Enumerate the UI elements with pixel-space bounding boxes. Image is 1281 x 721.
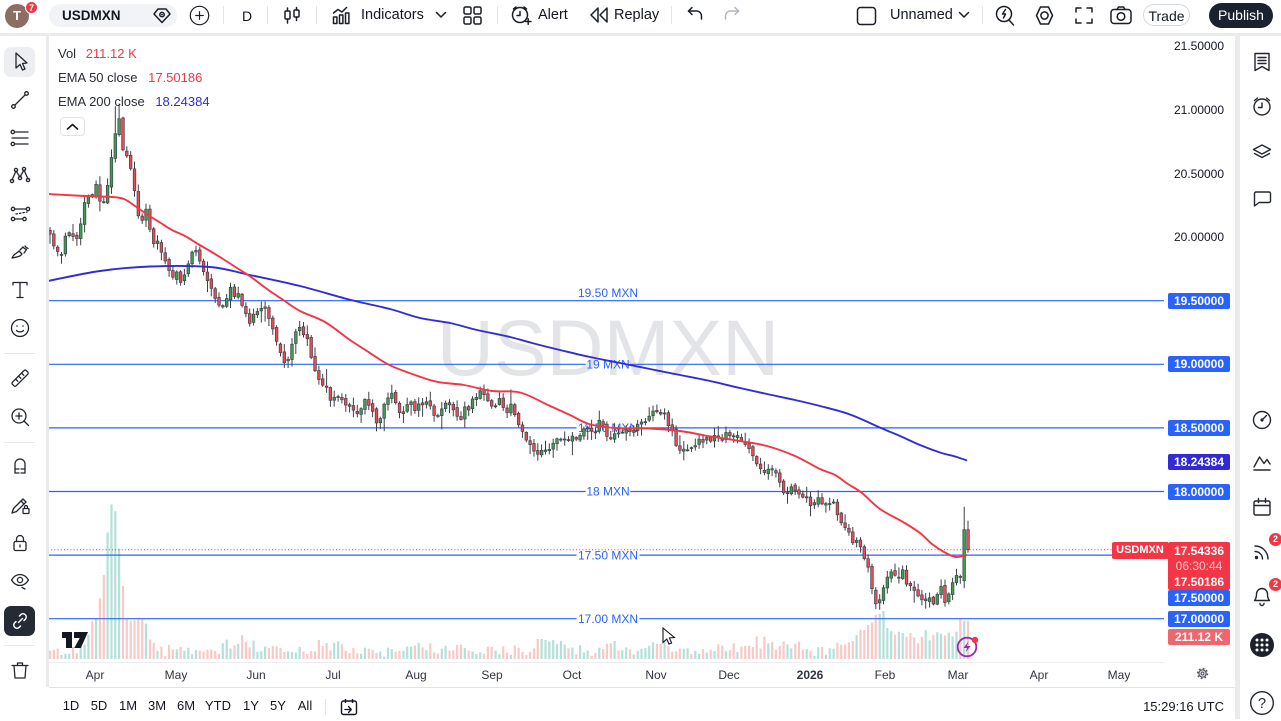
svg-text:17.00 MXN: 17.00 MXN [578,612,638,626]
svg-text:19 MXN: 19 MXN [586,358,629,372]
svg-text:?: ? [1258,696,1266,712]
svg-text:19.50 MXN: 19.50 MXN [578,286,638,300]
svg-text:17.50 MXN: 17.50 MXN [578,548,638,562]
svg-text:18 MXN: 18 MXN [586,485,629,499]
svg-text:USDMXN: USDMXN [437,303,779,392]
